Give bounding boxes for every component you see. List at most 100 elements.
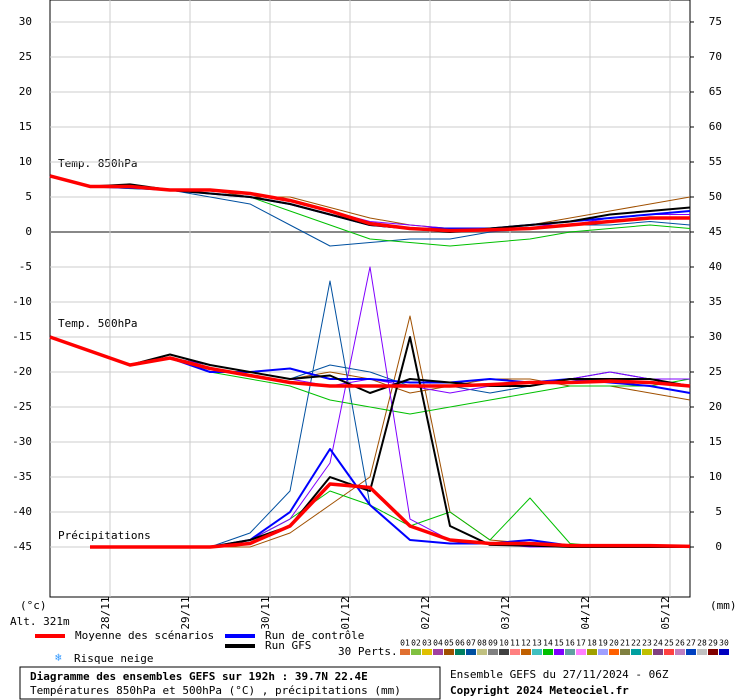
x-tick-label: 02/12	[419, 596, 432, 629]
member-label: 28	[697, 639, 707, 648]
x-tick-label: 04/12	[579, 596, 592, 629]
x-tick-label: 01/12	[339, 596, 352, 629]
member-swatch	[697, 649, 707, 655]
y-tick-label: -20	[12, 365, 32, 378]
member-label: 30	[719, 639, 729, 648]
member-swatch	[455, 649, 465, 655]
member-label: 09	[488, 639, 498, 648]
run-label: Ensemble GEFS du 27/11/2024 - 06Z	[450, 668, 669, 681]
member-swatch	[510, 649, 520, 655]
member-label: 17	[576, 639, 586, 648]
y-tick-label: 10	[19, 155, 32, 168]
member-swatch	[598, 649, 608, 655]
y2-tick-label: 35	[709, 295, 722, 308]
member-swatch	[719, 649, 729, 655]
member-swatch	[686, 649, 696, 655]
x-tick-label: 03/12	[499, 596, 512, 629]
y2-tick-label: 30	[709, 330, 722, 343]
member-swatch	[466, 649, 476, 655]
member-swatch	[477, 649, 487, 655]
legend-label: Run de contrôle	[265, 629, 364, 642]
member-swatch	[587, 649, 597, 655]
y2-tick-label: 55	[709, 155, 722, 168]
member-swatch	[620, 649, 630, 655]
member-label: 22	[631, 639, 641, 648]
member-swatch	[565, 649, 575, 655]
member-swatch	[609, 649, 619, 655]
member-label: 24	[653, 639, 663, 648]
series-line	[49, 336, 691, 395]
y2-tick-label: 40	[709, 260, 722, 273]
y-tick-label: 30	[19, 15, 32, 28]
member-label: 02	[411, 639, 421, 648]
copyright: Copyright 2024 Meteociel.fr	[450, 684, 629, 697]
member-swatch	[554, 649, 564, 655]
member-label: 16	[565, 639, 575, 648]
member-label: 07	[466, 639, 476, 648]
legend-label: Moyenne des scénarios	[75, 629, 214, 642]
x-tick-label: 29/11	[179, 596, 192, 629]
y2-tick-label: 75	[709, 15, 722, 28]
member-swatch	[444, 649, 454, 655]
y2-tick-label: 15	[709, 435, 722, 448]
y2-tick-label: 60	[709, 120, 722, 133]
member-swatch	[631, 649, 641, 655]
y-tick-label: -30	[12, 435, 32, 448]
member-swatch	[521, 649, 531, 655]
altitude: Alt. 321m	[10, 615, 70, 628]
member-label: 23	[642, 639, 652, 648]
member-label: 21	[620, 639, 630, 648]
member-swatch	[532, 649, 542, 655]
y-tick-label: -5	[19, 260, 32, 273]
snow-label: Risque neige	[74, 652, 153, 665]
title-box	[19, 666, 441, 700]
x-tick-label: 05/12	[659, 596, 672, 629]
y-tick-label: 20	[19, 85, 32, 98]
member-label: 19	[598, 639, 608, 648]
y-tick-label: 0	[25, 225, 32, 238]
y-tick-label: -25	[12, 400, 32, 413]
x-tick-label: 30/11	[259, 596, 272, 629]
series-line	[90, 482, 691, 549]
member-swatch	[422, 649, 432, 655]
legend-label: Run GFS	[265, 639, 311, 652]
y-tick-label: 5	[25, 190, 32, 203]
member-label: 08	[477, 639, 487, 648]
chart-title: Diagramme des ensembles GEFS sur 192h : …	[30, 670, 368, 683]
member-label: 20	[609, 639, 619, 648]
y-axis-label: (°c)	[20, 599, 47, 612]
member-label: 15	[554, 639, 564, 648]
y-tick-label: 25	[19, 50, 32, 63]
member-label: 25	[664, 639, 674, 648]
member-swatch	[488, 649, 498, 655]
y2-tick-label: 20	[709, 400, 722, 413]
member-label: 01	[400, 639, 410, 648]
member-swatch	[400, 649, 410, 655]
member-label: 05	[444, 639, 454, 648]
member-label: 04	[433, 639, 443, 648]
curve-label: Temp. 500hPa	[58, 317, 137, 330]
snow-icon: ❄	[55, 651, 62, 664]
y-tick-label: -40	[12, 505, 32, 518]
y2-axis-label: (mm)	[710, 599, 737, 612]
member-swatch	[653, 649, 663, 655]
member-swatch	[543, 649, 553, 655]
member-label: 11	[510, 639, 520, 648]
y-tick-label: -35	[12, 470, 32, 483]
member-label: 26	[675, 639, 685, 648]
member-label: 14	[543, 639, 553, 648]
y2-tick-label: 10	[709, 470, 722, 483]
y-tick-label: -15	[12, 330, 32, 343]
y2-tick-label: 25	[709, 365, 722, 378]
member-swatch	[411, 649, 421, 655]
y2-tick-label: 65	[709, 85, 722, 98]
series-line	[49, 335, 691, 388]
curve-label: Précipitations	[58, 529, 151, 542]
member-swatch	[499, 649, 509, 655]
members-label: 30 Perts.	[338, 645, 398, 658]
member-label: 29	[708, 639, 718, 648]
y2-tick-label: 5	[715, 505, 722, 518]
y-tick-label: -45	[12, 540, 32, 553]
member-swatch	[708, 649, 718, 655]
